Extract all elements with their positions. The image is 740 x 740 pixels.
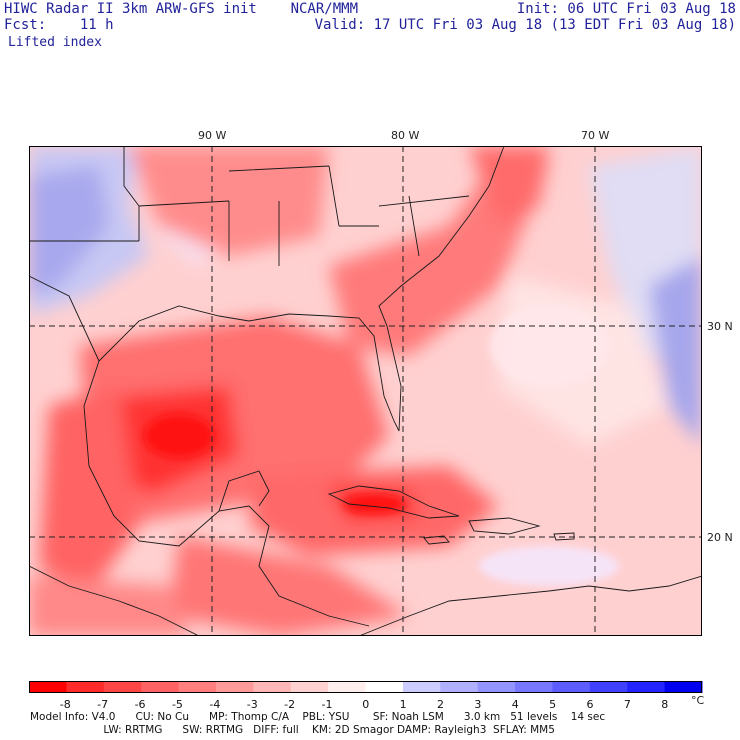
colorbar-swatch <box>552 681 591 693</box>
yucatan-coast <box>218 470 270 512</box>
colorbar-swatch <box>290 681 329 693</box>
mexico-us-border <box>29 275 100 362</box>
colorbar-tick-label: -8 <box>59 698 71 711</box>
model-info-line-1: Model Info: V4.0 CU: No Cu MP: Thomp C/A… <box>30 711 606 723</box>
colorbar-swatch <box>29 681 67 693</box>
hispaniola-outline <box>468 517 541 535</box>
colorbar-tick-label: -2 <box>284 698 296 711</box>
stable-pocket-south <box>479 546 619 586</box>
cuba-outline <box>327 485 460 519</box>
colorbar-tick-label: 6 <box>586 698 594 711</box>
colorbar-swatch <box>178 681 217 693</box>
colorbar <box>29 681 703 693</box>
colorbar-swatch <box>328 681 366 693</box>
unstable-region-mexico <box>39 386 139 596</box>
colorbar-swatch <box>627 681 666 693</box>
forecast-hour: Fcst: 11 h <box>4 17 114 33</box>
colorbar-tick-label: -5 <box>171 698 183 711</box>
colorbar-unit: °C <box>691 694 705 707</box>
unstable-region-central-america <box>169 536 409 636</box>
colorbar-swatch <box>66 681 105 693</box>
unstable-region-east-pacific <box>29 576 189 636</box>
colorbar-tick-label: -3 <box>246 698 258 711</box>
us-state-borders <box>29 146 470 266</box>
jamaica-outline <box>423 535 450 545</box>
lon-label-90w: 90 W <box>198 129 227 142</box>
colorbar-tick-label: -1 <box>321 698 333 711</box>
colorbar-tick-label: 3 <box>474 698 482 711</box>
colorbar-swatch <box>365 681 404 693</box>
colorbar-tick-label: 4 <box>511 698 519 711</box>
field-name: Lifted index <box>8 35 102 50</box>
colorbar-tick-label: -4 <box>209 698 221 711</box>
gulf-coast <box>98 305 400 432</box>
model-title: HIWC Radar II 3km ARW-GFS init NCAR/MMM <box>4 1 359 17</box>
colorbar-swatch <box>664 681 703 693</box>
florida-atlantic-coast <box>378 146 505 432</box>
li-minimum-caribbean <box>344 494 404 514</box>
valid-time: Valid: 17 UTC Fri 03 Aug 18 (13 EDT Fri … <box>314 17 736 33</box>
colorbar-swatch <box>253 681 292 693</box>
colorbar-tick-label: -7 <box>97 698 109 711</box>
init-time: Init: 06 UTC Fri 03 Aug 18 <box>516 1 736 17</box>
colorbar-swatch <box>103 681 142 693</box>
lon-label-80w: 80 W <box>391 129 420 142</box>
stable-pocket-atlantic <box>489 306 609 386</box>
colorbar-tick-label: -6 <box>134 698 146 711</box>
south-america-coast <box>358 575 702 636</box>
colorbar-swatch <box>402 681 441 693</box>
lon-label-70w: 70 W <box>581 129 610 142</box>
colorbar-swatch <box>477 681 516 693</box>
unstable-region-midatlantic <box>469 146 549 226</box>
colorbar-swatch <box>515 681 553 693</box>
colorbar-tick-label: 0 <box>362 698 370 711</box>
colorbar-tick-label: 2 <box>436 698 444 711</box>
colorbar-swatch <box>215 681 254 693</box>
lat-label-20n: 20 N <box>707 531 733 544</box>
model-info-line-2: LW: RRTMG SW: RRTMG DIFF: full KM: 2D Sm… <box>30 724 555 736</box>
mexico-pacific-coast <box>29 565 200 636</box>
colorbar-swatch <box>141 681 180 693</box>
lifted-index-map <box>29 146 702 636</box>
li-minimum-gulf <box>144 414 214 458</box>
colorbar-tick-label: 7 <box>623 698 631 711</box>
colorbar-tick-label: 5 <box>549 698 557 711</box>
colorbar-swatch <box>440 681 479 693</box>
stable-region-east <box>649 256 702 446</box>
stable-region-west-core <box>29 166 109 296</box>
lat-label-30n: 30 N <box>707 320 733 333</box>
colorbar-tick-label: 8 <box>661 698 669 711</box>
colorbar-tick-label: 1 <box>399 698 407 711</box>
colorbar-swatch <box>589 681 628 693</box>
puerto-rico-outline <box>553 532 575 541</box>
